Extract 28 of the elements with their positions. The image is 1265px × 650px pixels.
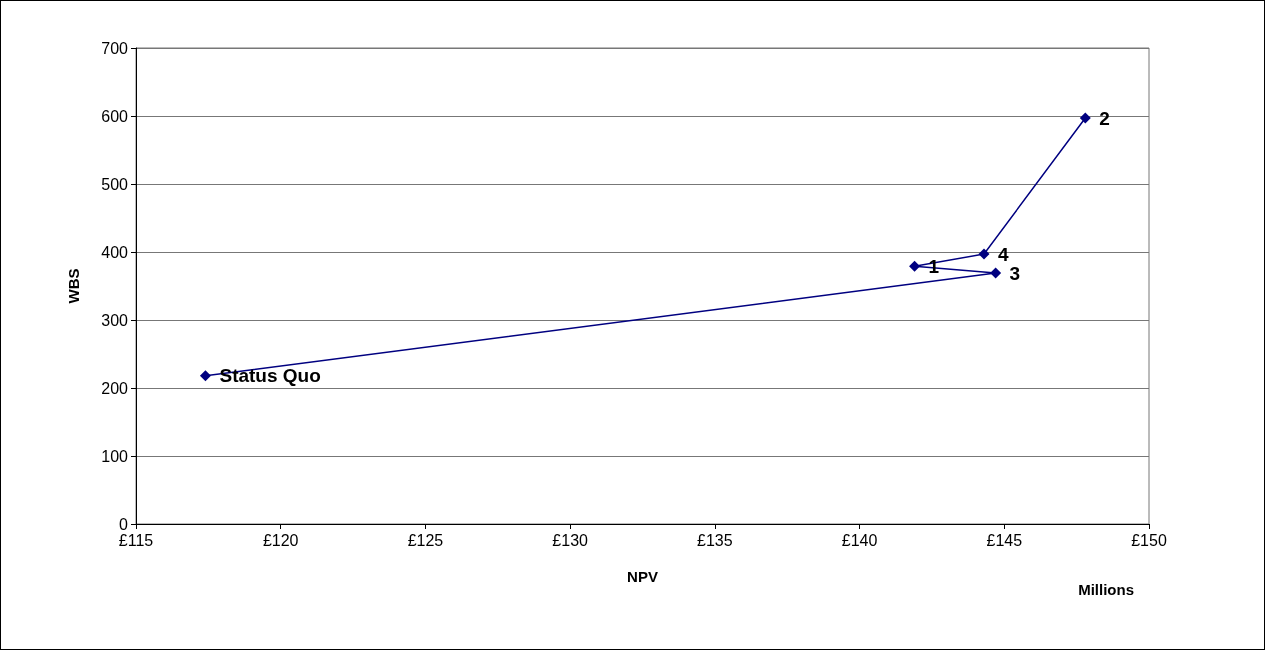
y-tick-label: 700 — [101, 39, 129, 57]
y-tick-label: 0 — [119, 515, 129, 533]
x-tick-label: £125 — [407, 531, 444, 549]
y-tick-label: 200 — [101, 379, 129, 397]
x-tick-label: £120 — [262, 531, 299, 549]
point — [199, 370, 211, 382]
text: Millions — [1078, 581, 1135, 598]
point — [909, 260, 921, 272]
x-tick-label: £115 — [118, 531, 154, 549]
point — [978, 248, 990, 260]
x-axis-title: NPV — [627, 568, 658, 585]
x-tick-label: £130 — [552, 531, 589, 549]
y-tick-label: 300 — [101, 311, 129, 329]
point — [990, 267, 1002, 279]
y-tick-label: 500 — [101, 175, 129, 193]
y-tick-label: 100 — [101, 447, 129, 465]
x-tick-label: £140 — [841, 531, 878, 549]
x-tick-label: £145 — [986, 531, 1023, 549]
annotation: 4 — [998, 243, 1010, 265]
y-axis-title: WBS — [65, 268, 82, 304]
y-tick-label: 400 — [101, 243, 129, 261]
annotation: Status Quo — [219, 365, 321, 387]
x-tick-label: £150 — [1131, 531, 1167, 549]
x-tick-label: £135 — [697, 531, 733, 549]
annotation: 3 — [1009, 262, 1021, 284]
point — [1079, 112, 1091, 124]
annotation: 2 — [1099, 107, 1110, 129]
y-tick-label: 600 — [101, 107, 129, 125]
